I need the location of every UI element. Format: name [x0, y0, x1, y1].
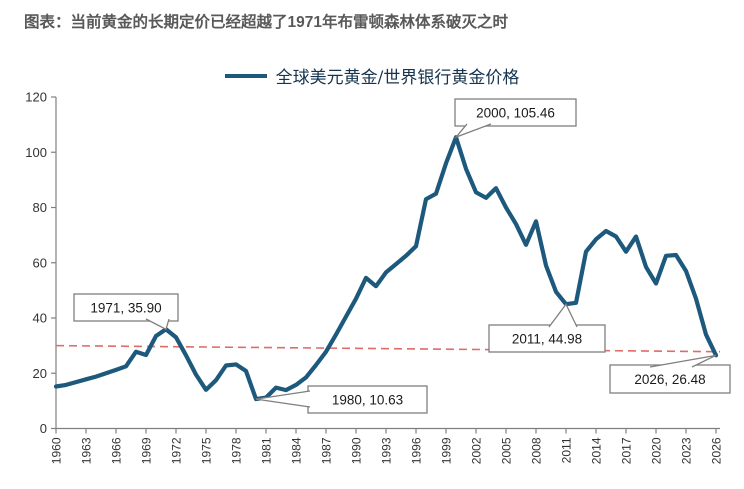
legend-line-swatch [224, 73, 267, 78]
x-tick-label: 1984 [290, 437, 304, 464]
annotation-label: 1980, 10.63 [332, 392, 403, 407]
x-tick-label: 1999 [440, 437, 454, 464]
x-tick-label: 2002 [470, 437, 484, 464]
annotation-box [454, 98, 577, 127]
x-tick-label: 2014 [590, 437, 604, 464]
x-tick-label: 2023 [680, 437, 694, 464]
y-tick-label: 100 [25, 145, 47, 160]
x-tick-label: 2020 [650, 437, 664, 464]
x-tick-label: 1990 [350, 437, 364, 464]
x-tick-label: 1981 [260, 437, 274, 464]
series-line [53, 135, 719, 402]
x-tick-label: 2005 [500, 437, 514, 464]
x-tick-label: 2017 [620, 437, 634, 464]
annotation-leader [453, 123, 492, 139]
annotation-box [73, 293, 179, 322]
y-tick-label: 80 [33, 200, 47, 215]
annotation-label: 2011, 44.98 [512, 331, 582, 346]
legend-series-label: 全球美元黄金/世界银行黄金价格 [275, 68, 520, 88]
x-tick-label: 2026 [710, 437, 724, 464]
y-tick-label: 0 [40, 421, 47, 436]
x-tick-label: 1963 [80, 437, 94, 464]
x-tick-label: 1978 [230, 437, 244, 464]
x-tick-label: 1966 [110, 437, 124, 464]
x-tick-label: 1987 [320, 437, 334, 464]
annotation-leader [145, 318, 170, 331]
x-tick-label: 1969 [140, 437, 154, 464]
x-tick-label: 1972 [170, 437, 184, 464]
trend-dashed-line [55, 344, 721, 353]
x-tick-label: 1996 [410, 437, 424, 464]
x-tick-label: 1975 [200, 437, 214, 464]
y-tick-label: 60 [33, 255, 47, 270]
y-tick-label: 40 [33, 311, 47, 326]
annotation-box [609, 364, 731, 394]
chart-title: 图表：当前黄金的长期定价已经超越了1971年布雷顿森林体系破灭之时 [24, 14, 508, 31]
annotation-label: 2026, 26.48 [634, 372, 705, 387]
annotation-box [488, 324, 606, 353]
annotation-leader [255, 390, 311, 408]
annotation-leader [548, 302, 578, 328]
x-tick-label: 2011 [560, 437, 574, 463]
x-tick-label: 2008 [530, 437, 544, 464]
y-tick-label: 20 [33, 366, 47, 381]
x-tick-label: 1993 [380, 437, 394, 464]
annotation-label: 2000, 105.46 [476, 105, 555, 120]
y-tick-label: 120 [25, 90, 47, 105]
annotation-box [307, 385, 428, 414]
annotation-leader [649, 354, 717, 368]
chart-legend: 全球美元黄金/世界银行黄金价格 [0, 63, 744, 88]
annotation-label: 1971, 35.90 [90, 300, 161, 315]
x-tick-label: 1960 [50, 437, 64, 464]
